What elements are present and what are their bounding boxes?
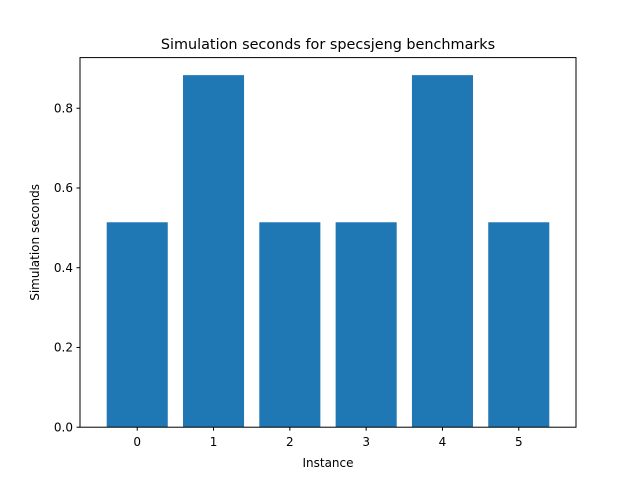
y-axis-ticks: 0.0 0.2 0.4 0.6 0.8 [54,101,80,434]
bar-2 [259,222,321,428]
y-tick-label: 0.8 [54,101,73,115]
y-axis-label: Simulation seconds [28,184,42,301]
x-axis-ticks: 0 1 2 3 4 5 [133,427,523,449]
y-tick-label: 0.2 [54,341,73,355]
y-tick-label: 0.0 [54,420,73,434]
chart-title: Simulation seconds for specsjeng benchma… [161,37,495,53]
x-tick-label: 2 [286,435,294,449]
bar-3 [335,222,397,428]
y-tick-label: 0.6 [54,181,73,195]
bar-0 [106,222,168,428]
axes-frame [79,57,577,428]
bar-5 [488,222,550,428]
x-tick-label: 1 [210,435,218,449]
x-tick-label: 0 [133,435,141,449]
x-axis-label: Instance [302,456,353,470]
x-tick-label: 4 [439,435,447,449]
bars-layer [106,75,550,428]
bar-1 [183,75,245,428]
x-tick-label: 5 [515,435,523,449]
x-tick-label: 3 [362,435,370,449]
bar-4 [411,75,473,428]
y-tick-label: 0.4 [54,261,73,275]
